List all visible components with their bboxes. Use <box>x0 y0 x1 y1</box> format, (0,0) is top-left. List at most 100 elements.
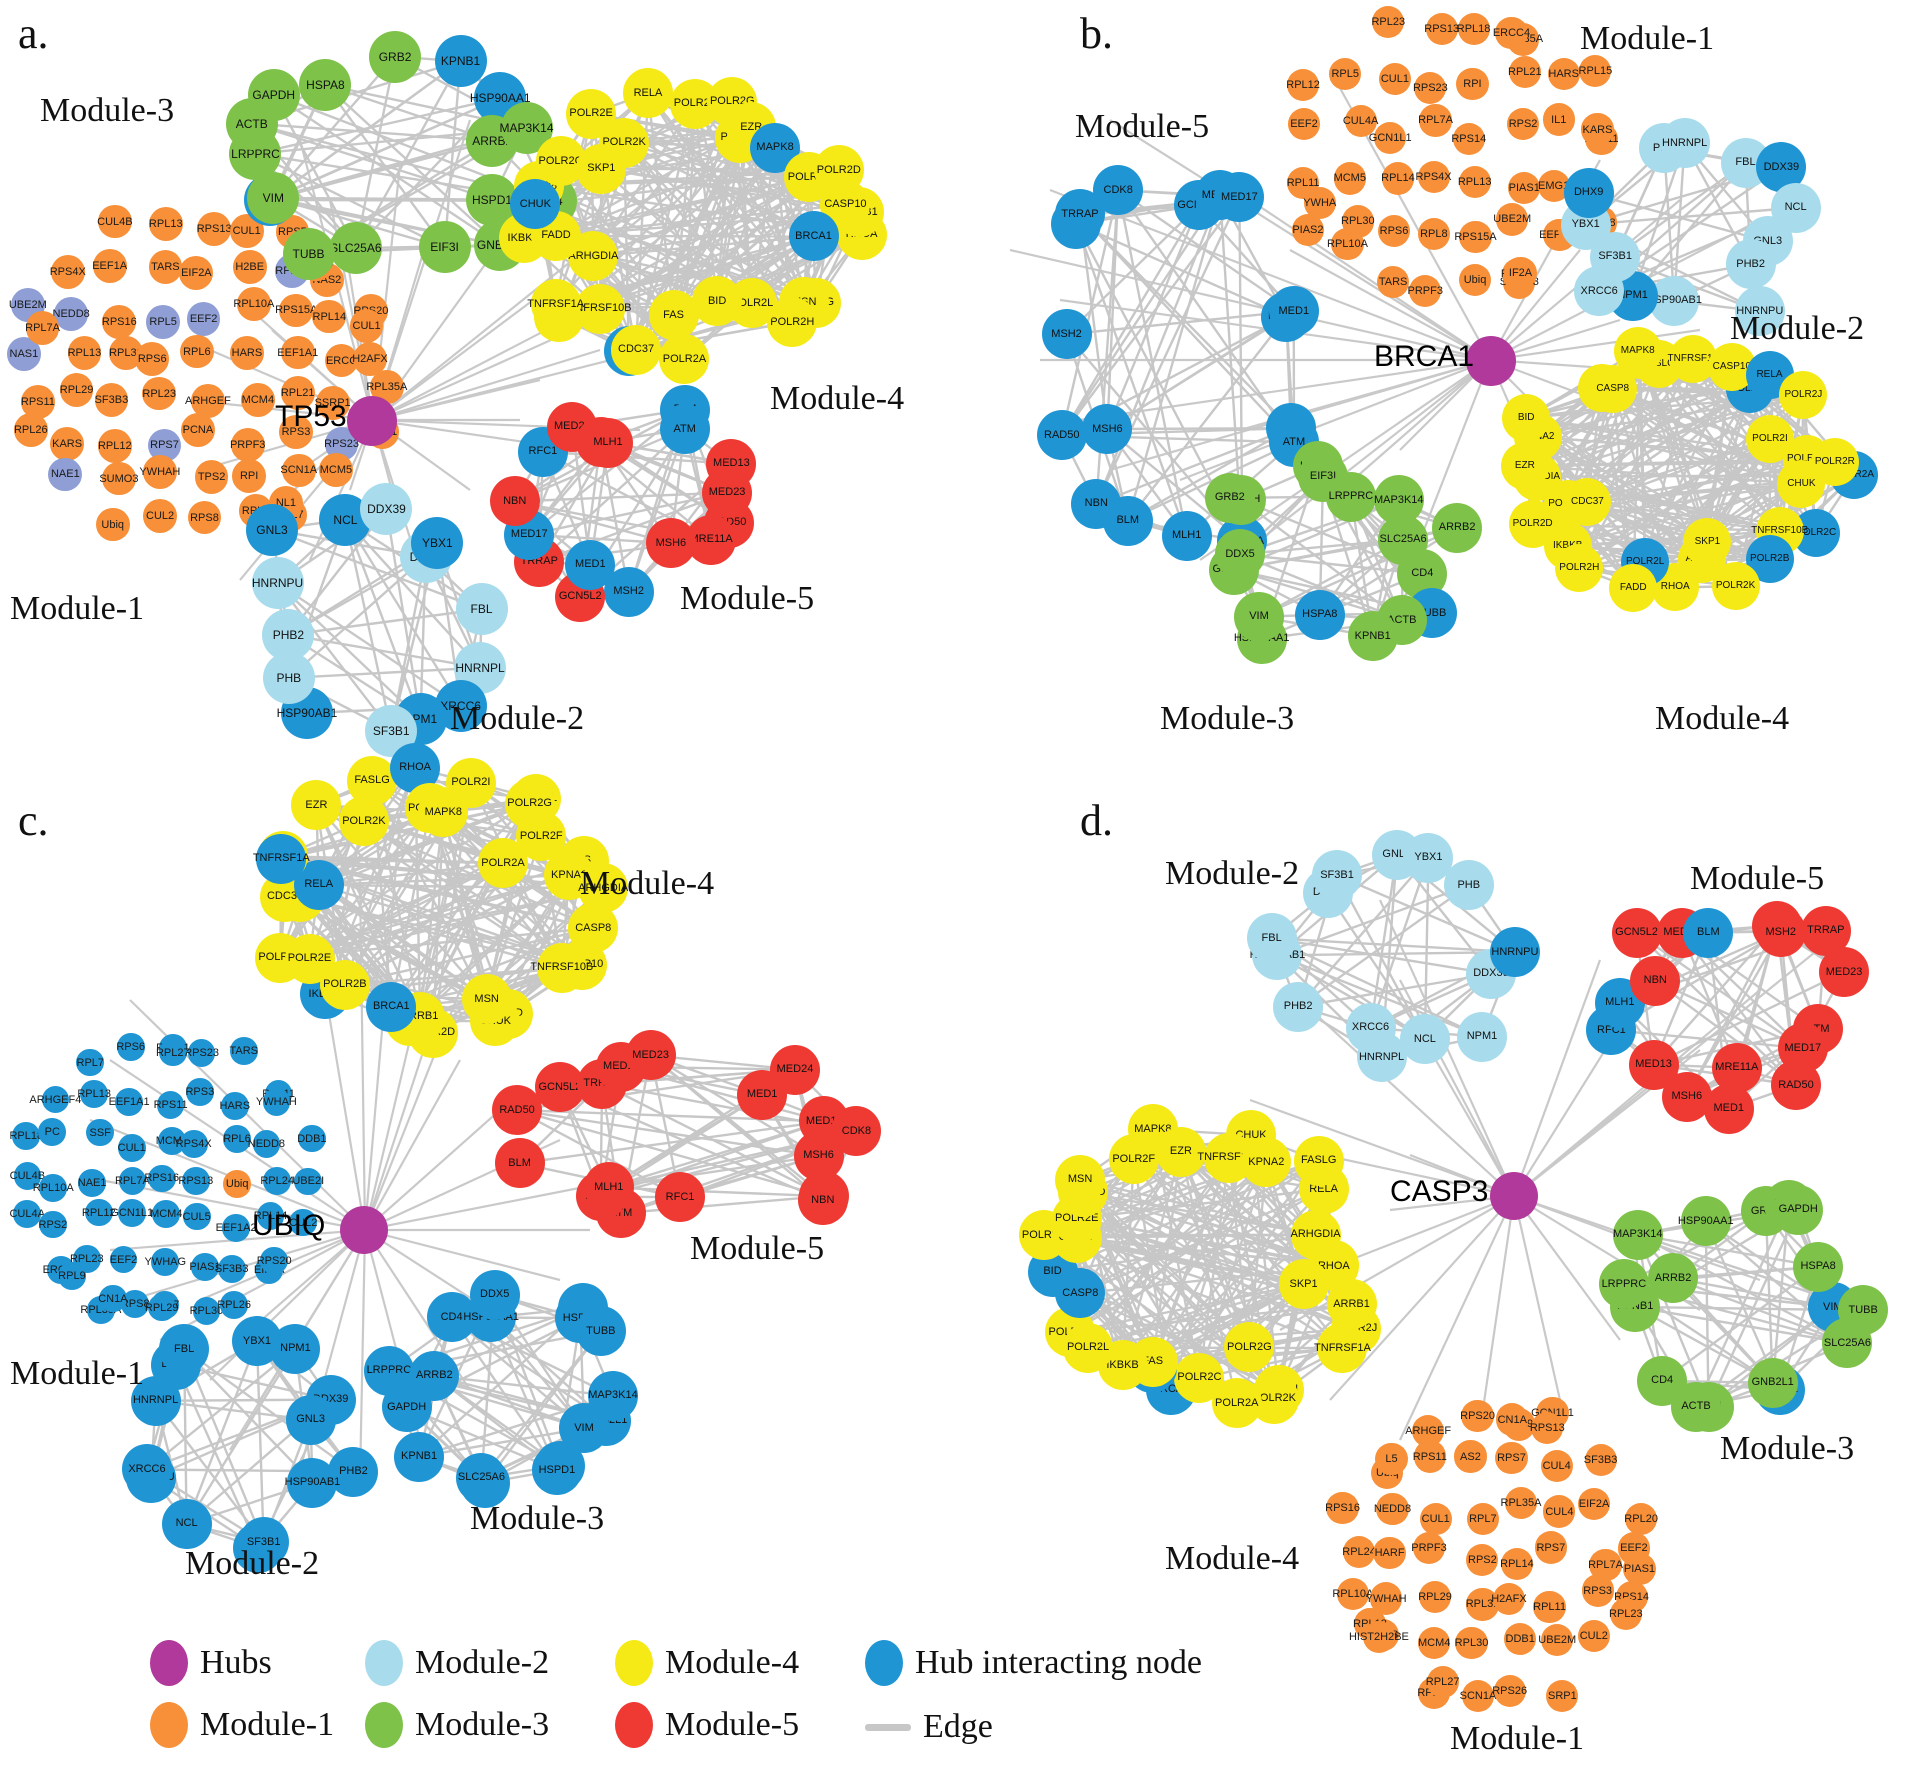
gene-node[interactable]: SF3B3 <box>94 383 129 418</box>
gene-node[interactable]: MED23 <box>625 1030 676 1081</box>
gene-node[interactable]: RELA <box>622 68 673 119</box>
gene-node[interactable]: NAE1 <box>48 457 83 492</box>
gene-node[interactable]: NCL <box>1399 1014 1450 1065</box>
gene-node[interactable]: POLR2A <box>659 334 710 385</box>
gene-node[interactable]: RPL35A <box>366 370 407 404</box>
gene-node[interactable]: RPL21 <box>280 376 315 411</box>
gene-node[interactable]: L5 <box>1375 1443 1408 1476</box>
gene-node[interactable]: RPL7A <box>25 311 60 346</box>
gene-node[interactable]: EEF1A1 <box>277 335 318 370</box>
gene-node[interactable]: RPL23 <box>1609 1598 1643 1631</box>
gene-node[interactable]: CUL4 <box>1543 1495 1576 1528</box>
gene-node[interactable]: MAPK8 <box>1613 327 1662 376</box>
gene-node[interactable]: RPS6 <box>116 1033 145 1062</box>
gene-node[interactable]: CASP8 <box>1055 1268 1106 1319</box>
gene-node[interactable]: HSPD1 <box>531 1445 582 1496</box>
gene-node[interactable]: RPL18 <box>9 1121 43 1150</box>
gene-node[interactable]: CUL2 <box>289 1208 317 1237</box>
gene-node[interactable]: DHX9 <box>1563 167 1614 218</box>
gene-node[interactable]: RPL30 <box>190 1297 223 1325</box>
gene-node[interactable]: CUL5 <box>183 1202 211 1231</box>
gene-node[interactable]: CUL4B <box>10 1161 45 1190</box>
gene-node[interactable]: RPS15A <box>1454 221 1497 254</box>
gene-node[interactable]: RPL23 <box>1371 5 1405 38</box>
gene-node[interactable]: EEF1A2 <box>216 1214 257 1242</box>
gene-node[interactable]: RPL13 <box>1458 166 1492 199</box>
gene-node[interactable]: TUBB <box>575 1306 626 1357</box>
gene-node[interactable]: BRCA1 <box>366 981 417 1032</box>
gene-node[interactable]: TNFRSF1A <box>527 279 584 330</box>
hub-node-tp53[interactable]: TP53 <box>275 396 397 446</box>
gene-node[interactable]: CN1A <box>98 1284 128 1313</box>
gene-node[interactable]: GRB2 <box>1204 472 1255 523</box>
gene-node[interactable]: RPS13 <box>1530 1411 1565 1444</box>
gene-node[interactable]: RPS4X <box>1416 161 1452 194</box>
gene-node[interactable]: GCN5L2 <box>1611 907 1662 958</box>
gene-node[interactable]: RPL26 <box>217 1291 251 1319</box>
gene-node[interactable]: HARS <box>220 1091 250 1120</box>
gene-node[interactable]: TARS <box>229 1037 258 1065</box>
gene-node[interactable]: KPNB1 <box>394 1431 445 1482</box>
gene-node[interactable]: MLH1 <box>1161 510 1212 561</box>
gene-node[interactable]: EZR <box>291 780 342 831</box>
gene-node[interactable]: RPL8 <box>1417 217 1450 250</box>
gene-node[interactable]: RAD50 <box>1036 410 1087 461</box>
gene-node[interactable]: EIF2A <box>1577 1488 1611 1521</box>
gene-node[interactable]: BID <box>1502 393 1551 442</box>
gene-node[interactable]: RPL5 <box>146 305 181 340</box>
gene-node[interactable]: MLH1 <box>583 417 633 468</box>
gene-node[interactable]: RPL12 <box>82 1198 116 1227</box>
gene-node[interactable]: MSN <box>461 974 512 1025</box>
gene-node[interactable]: RAD50 <box>492 1085 543 1136</box>
gene-node[interactable]: RAD50 <box>1771 1060 1821 1111</box>
gene-node[interactable]: HNRNPU <box>1489 927 1540 978</box>
gene-node[interactable]: CDK8 <box>1093 165 1144 216</box>
gene-node[interactable]: FAS <box>648 290 699 341</box>
gene-node[interactable]: CDC37 <box>611 324 662 375</box>
gene-node[interactable]: TARS <box>1377 266 1410 299</box>
gene-node[interactable]: FBL <box>455 583 508 636</box>
gene-node[interactable]: PRPF3 <box>1408 275 1443 308</box>
gene-node[interactable]: EEF1A1 <box>109 1088 150 1117</box>
gene-node[interactable]: HNRNPL <box>1659 118 1710 169</box>
gene-node[interactable]: SSF <box>86 1118 115 1147</box>
gene-node[interactable]: CUL4 <box>1540 1450 1573 1483</box>
gene-node[interactable]: ARRB2 <box>1648 1253 1699 1304</box>
gene-node[interactable]: RPS2 <box>1466 1543 1499 1576</box>
gene-node[interactable]: DDX5 <box>469 1269 520 1320</box>
gene-node[interactable]: MSN <box>1055 1154 1106 1205</box>
gene-node[interactable]: RPL27 <box>156 1038 190 1067</box>
gene-node[interactable]: SF3B1 <box>1312 850 1363 901</box>
gene-node[interactable]: RPL7A <box>115 1167 150 1196</box>
gene-node[interactable]: ARRB2 <box>409 1350 460 1401</box>
gene-node[interactable]: YWHA <box>1303 186 1336 220</box>
gene-node[interactable]: BRCA1 <box>788 211 839 262</box>
gene-node[interactable]: RPL26 <box>13 412 48 447</box>
gene-node[interactable]: RPS11 <box>154 1091 188 1120</box>
gene-node[interactable]: DDB1 <box>1504 1622 1537 1655</box>
gene-node[interactable]: RPS6 <box>1377 215 1411 248</box>
gene-node[interactable]: HARS <box>1547 57 1580 90</box>
gene-node[interactable]: DDB1 <box>297 1124 327 1153</box>
gene-node[interactable]: ATM <box>659 404 710 455</box>
gene-node[interactable]: RPL9 <box>58 1261 86 1290</box>
gene-node[interactable]: PIAS1 <box>1623 1552 1656 1585</box>
gene-node[interactable]: RPL12 <box>97 429 132 463</box>
gene-node[interactable]: GAPDH <box>1773 1184 1824 1235</box>
gene-node[interactable]: LRPPRC <box>1325 471 1376 522</box>
gene-node[interactable]: MED1 <box>565 539 616 590</box>
gene-node[interactable]: MCM4 <box>1418 1626 1450 1659</box>
hub-node-ubiq[interactable]: UBIQ <box>252 1206 388 1254</box>
gene-node[interactable]: NBN <box>797 1175 848 1226</box>
gene-node[interactable]: HIST2H2BE <box>1349 1620 1409 1654</box>
gene-node[interactable]: CUL2 <box>1577 1619 1610 1653</box>
gene-node[interactable]: RPS26 <box>1492 1674 1527 1707</box>
gene-node[interactable]: MLH1 <box>583 1162 634 1213</box>
gene-node[interactable]: RFC1 <box>655 1172 706 1223</box>
gene-node[interactable]: PHB2 <box>1273 981 1324 1032</box>
gene-node[interactable]: SKP1 <box>1278 1259 1329 1310</box>
gene-node[interactable]: GCN1L1 <box>110 1199 153 1227</box>
gene-node[interactable]: RPS2 <box>39 1210 67 1239</box>
gene-node[interactable]: NEDD8 <box>53 296 90 331</box>
gene-node[interactable]: Ubiq <box>223 1170 252 1199</box>
